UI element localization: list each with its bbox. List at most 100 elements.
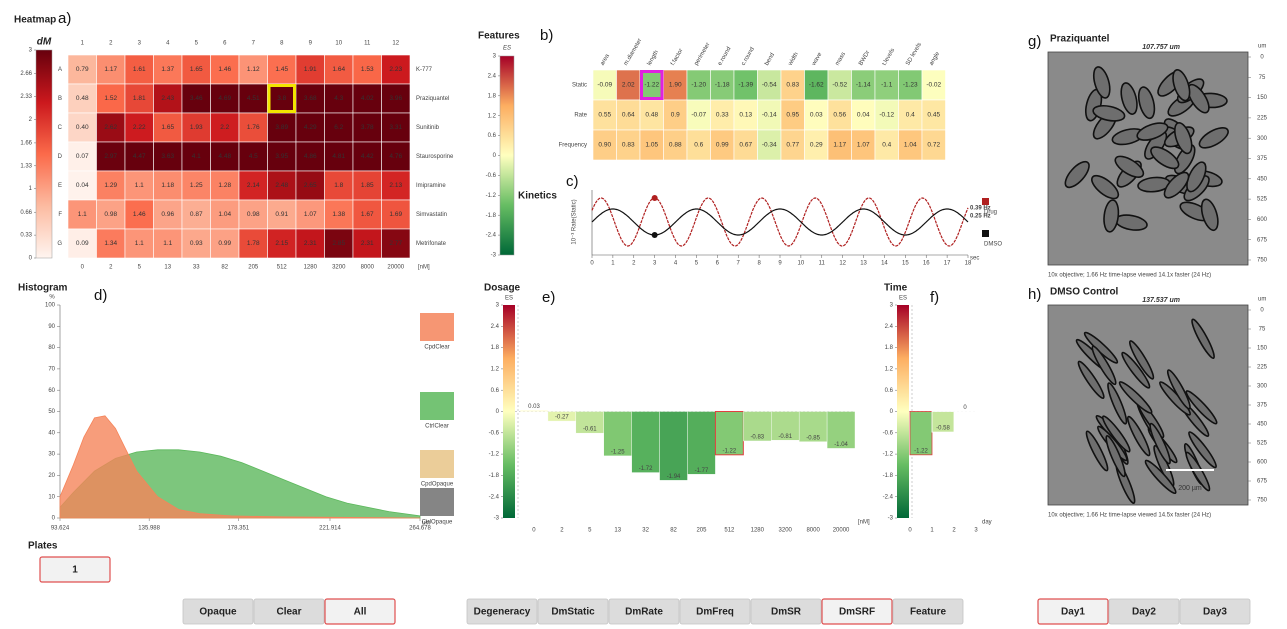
colorbar-tick-label: 0: [29, 256, 33, 262]
button-face[interactable]: [253, 598, 325, 625]
bar: [659, 411, 688, 481]
cell-label: 1.78: [247, 240, 260, 247]
button[interactable]: Opaque: [182, 598, 254, 625]
button-face[interactable]: [1108, 598, 1180, 625]
button-face[interactable]: [182, 598, 254, 625]
cell-label: 2.22: [133, 124, 146, 131]
x-tick-label: 4: [674, 261, 678, 267]
button-face[interactable]: [608, 598, 680, 625]
colorbar-tick-label: 1.33: [20, 163, 32, 169]
button[interactable]: Day2: [1108, 598, 1180, 625]
column-label: 1: [81, 41, 85, 47]
x-tick-label: 5: [138, 265, 142, 271]
x-tick-label: 13: [614, 528, 621, 534]
heatmap-cell: [181, 170, 211, 201]
cell-label: 0.04: [76, 182, 89, 189]
button[interactable]: DmRate: [608, 598, 680, 625]
colorbar-tick-label: 2.4: [488, 73, 497, 79]
cell-label: 1.69: [389, 211, 402, 218]
scale-tick-label: 75: [1259, 327, 1266, 333]
cell-label: 1.1: [163, 240, 172, 247]
button-label: DmRate: [625, 607, 663, 618]
caption: 10x objective; 1.66 Hz time-lapse viewed…: [1048, 513, 1211, 519]
button-face[interactable]: [679, 598, 751, 625]
button[interactable]: 1: [39, 556, 111, 583]
scale-tick-label: 750: [1257, 498, 1268, 504]
x-tick-label: 93.624: [51, 526, 70, 532]
cell-label: 2.23: [389, 66, 402, 73]
x-tick-label: 82: [670, 528, 677, 534]
worm: [1101, 415, 1131, 453]
colorbar-tick-label: 0: [493, 153, 497, 159]
button-face[interactable]: [892, 598, 964, 625]
button[interactable]: DmStatic: [537, 598, 609, 625]
button[interactable]: Day1: [1037, 598, 1109, 625]
row-label: Static: [572, 83, 587, 89]
cell-label: 1.65: [190, 66, 203, 73]
scale-unit: um: [1258, 44, 1266, 50]
column-label: m.diameter: [623, 38, 643, 67]
column-label: width: [787, 52, 800, 68]
x-tick-label: 5: [588, 528, 592, 534]
button[interactable]: Day3: [1179, 598, 1251, 625]
button-face[interactable]: [821, 598, 893, 625]
cell-label: 0.45: [927, 112, 940, 119]
heatmap-cell: [124, 112, 154, 143]
panel-letter: f): [930, 289, 939, 306]
x-tick-label: 3: [653, 261, 657, 267]
button[interactable]: DmSR: [750, 598, 822, 625]
y-tick-label: -3: [494, 516, 500, 522]
cell-label: 2.97: [104, 153, 117, 160]
x-tick-label: 14: [881, 261, 888, 267]
cell-label: 2.13: [389, 182, 402, 189]
button[interactable]: DmFreq: [679, 598, 751, 625]
cell-label: 4.42: [361, 153, 374, 160]
cell-label: 1.65: [161, 124, 174, 131]
column-label: length: [647, 50, 660, 67]
button-face[interactable]: [324, 598, 396, 625]
heatmap-cell: [210, 83, 240, 114]
colorbar-tick-label: 1.66: [20, 140, 32, 146]
cell-label: 2.48: [275, 182, 288, 189]
cell-label: 6.2: [334, 124, 343, 131]
button-face[interactable]: [750, 598, 822, 625]
button-face[interactable]: [39, 556, 111, 583]
column-label: 10: [335, 41, 342, 47]
x-tick-label: 3200: [779, 528, 793, 534]
y-tick-label: 0.6: [885, 388, 894, 394]
worm: [1103, 199, 1120, 233]
button[interactable]: Clear: [253, 598, 325, 625]
heatmap-cell: [96, 83, 126, 114]
y-tick-label: 30: [48, 452, 55, 458]
heatmap-cell: [153, 170, 183, 201]
worm: [1166, 369, 1191, 410]
x-tick-label: 0: [908, 528, 912, 534]
button-face[interactable]: [1037, 598, 1109, 625]
cell-label: 0.99: [218, 240, 231, 247]
button[interactable]: Feature: [892, 598, 964, 625]
value-label: -1.25: [611, 449, 625, 455]
y-tick-label: 0: [496, 409, 500, 415]
row-name: Simvastatin: [416, 212, 447, 218]
button-face[interactable]: [1179, 598, 1251, 625]
scale-tick-label: 675: [1257, 237, 1268, 243]
row-name: Sunitinib: [416, 125, 440, 131]
cell-label: 1.05: [645, 142, 658, 149]
x-tick-label: 8000: [806, 528, 820, 534]
x-axis-label: day: [982, 520, 992, 526]
button[interactable]: DmSRF: [821, 598, 893, 625]
cell-label: 1.76: [247, 124, 260, 131]
y-tick-label: 0: [890, 409, 894, 415]
button[interactable]: Degeneracy: [466, 598, 538, 625]
button-label: DmSRF: [839, 607, 875, 618]
cell-label: 2.77: [389, 240, 402, 247]
colorbar-tick-label: 3: [493, 54, 497, 60]
colorbar-label: ES: [505, 296, 513, 302]
cell-label: 1.8: [334, 182, 343, 189]
button[interactable]: All: [324, 598, 396, 625]
button-face[interactable]: [537, 598, 609, 625]
button-face[interactable]: [466, 598, 538, 625]
cell-label: 4.29: [304, 124, 317, 131]
value-label: -1.77: [695, 468, 709, 474]
y-tick-label: 1.2: [491, 366, 500, 372]
